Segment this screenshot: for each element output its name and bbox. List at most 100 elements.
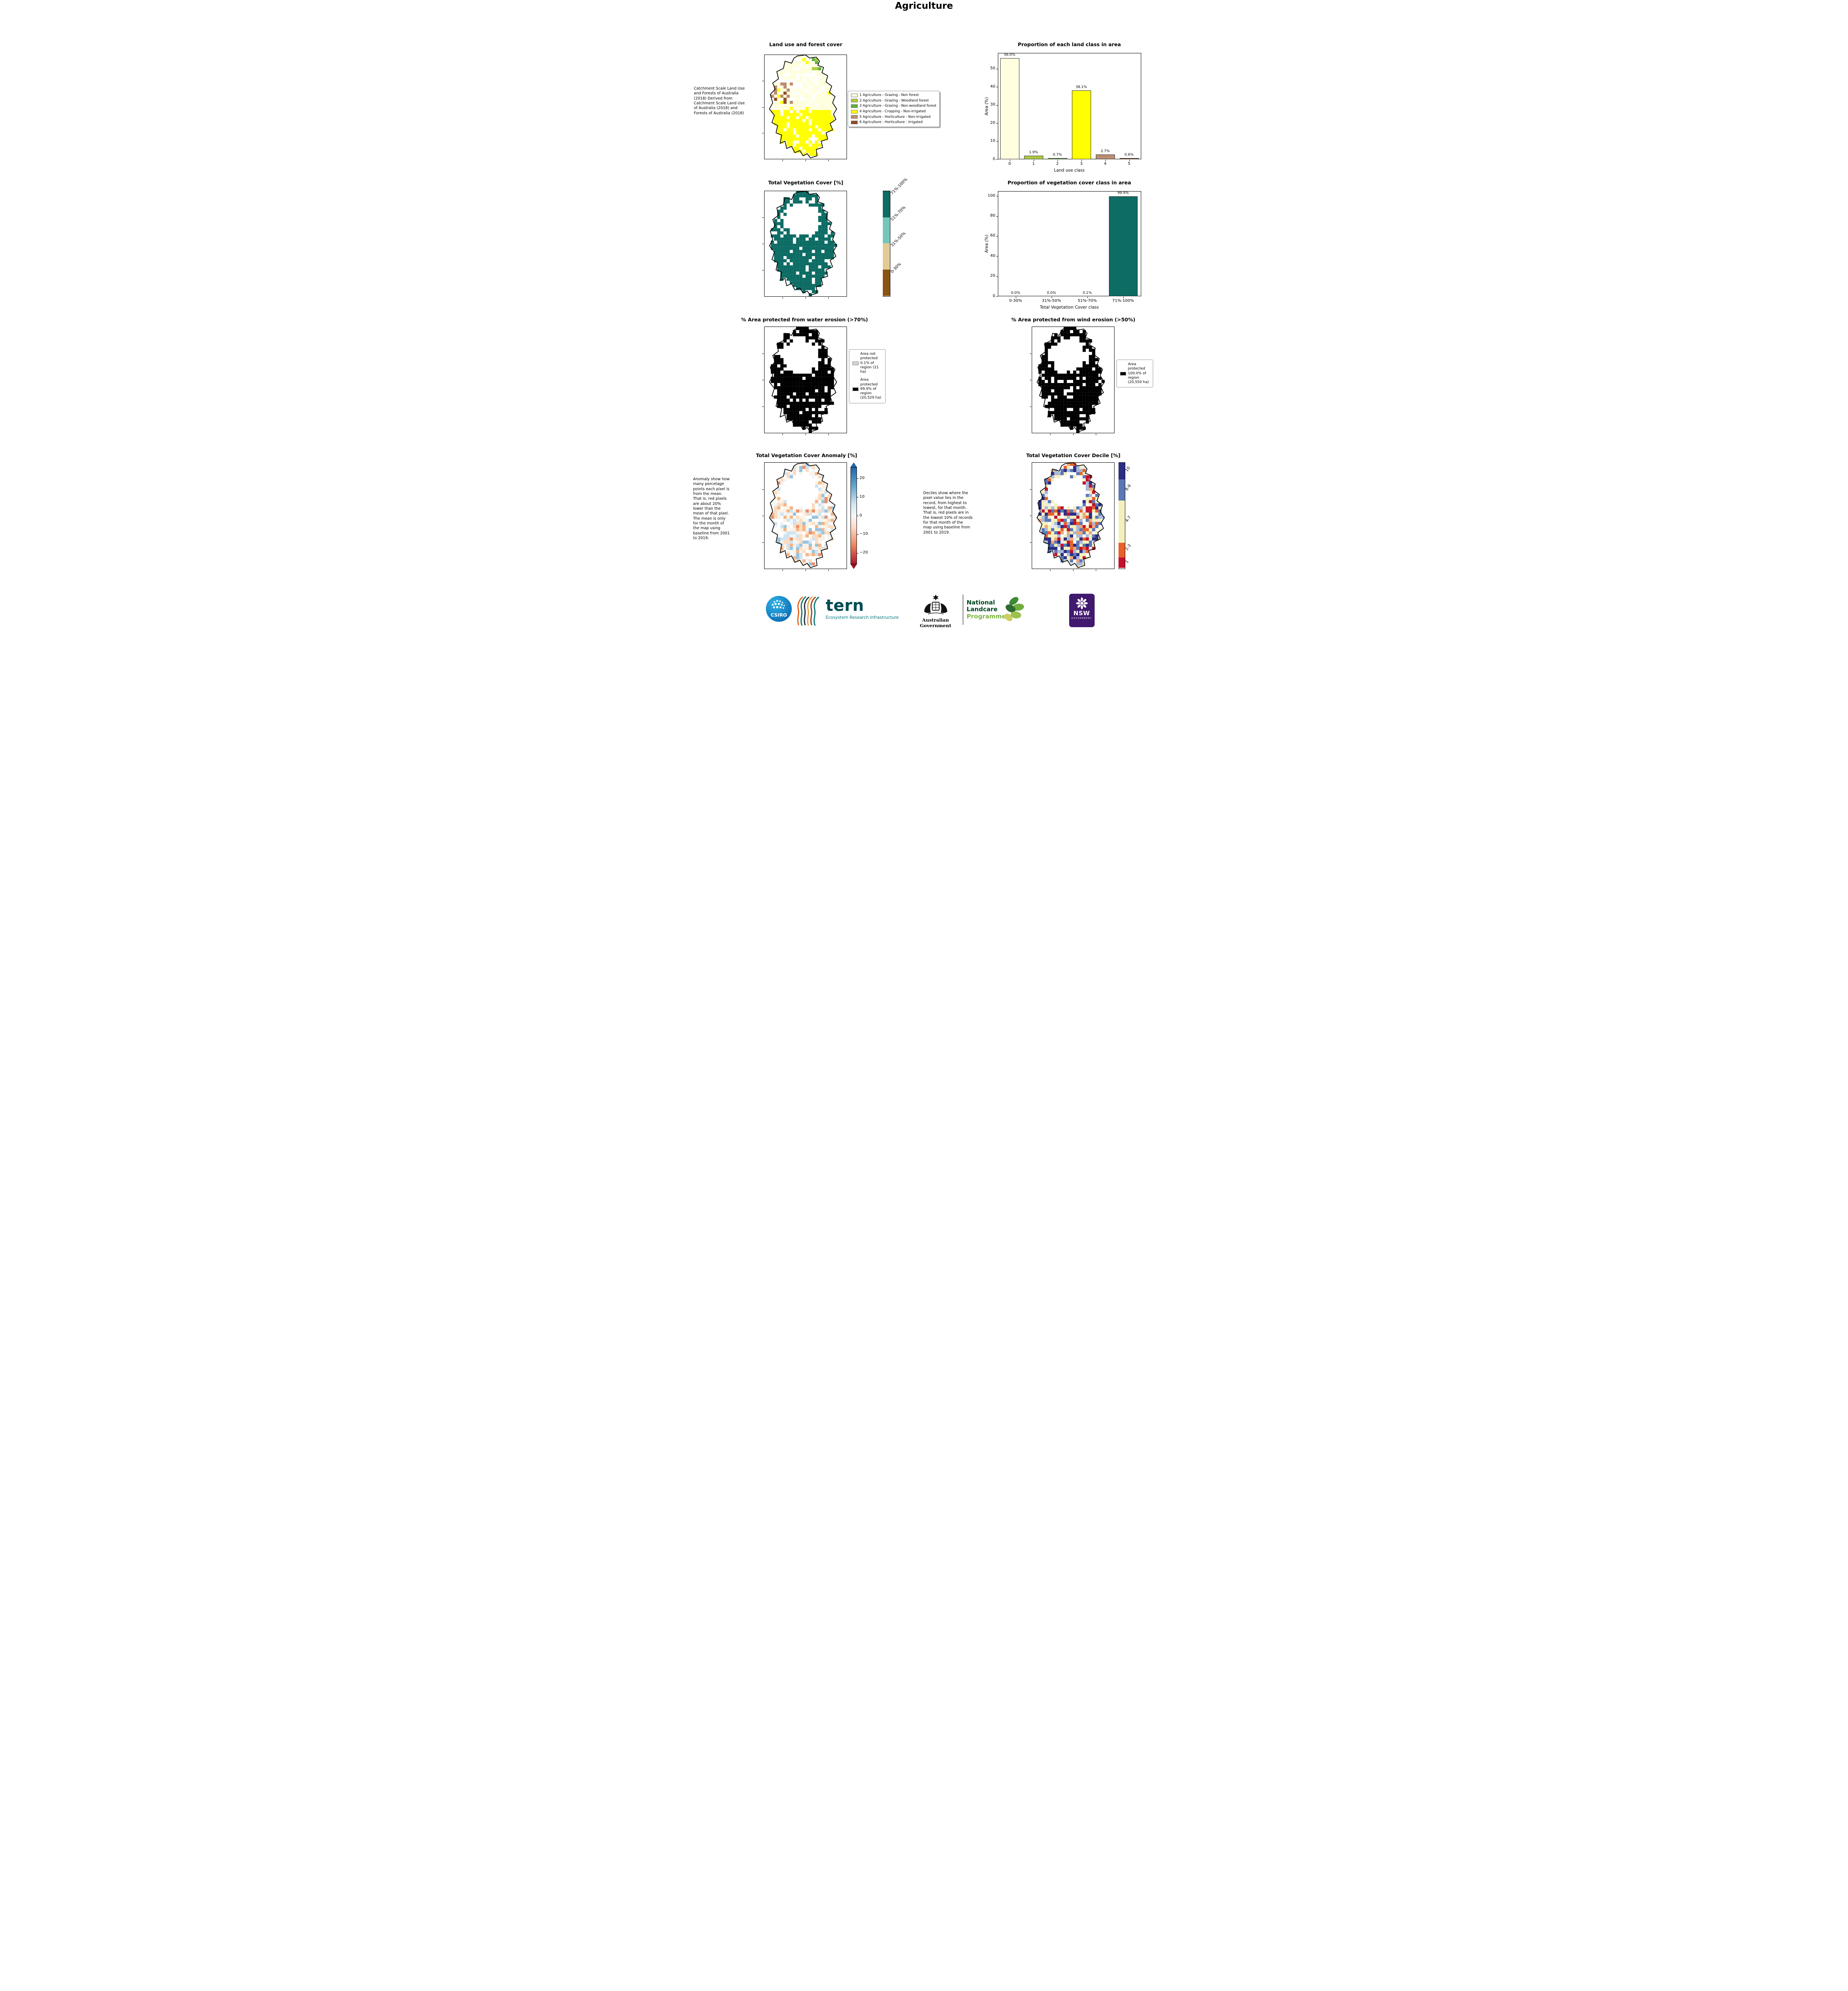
map-axis-tick	[782, 160, 783, 161]
legend-label: 4 Agriculture - Cropping - Non-irrigated	[859, 109, 926, 113]
y-tick-label: 60	[990, 233, 995, 238]
map-axis-tick	[782, 297, 783, 299]
colorbar-class-label: 31%-50%	[890, 231, 907, 248]
legend-swatch	[851, 104, 858, 108]
legend-entry: 5 Agriculture - Horticulture - Non-irrig…	[851, 115, 937, 119]
x-tick-label: 3	[1080, 162, 1083, 166]
x-tick-mark	[1081, 160, 1082, 161]
map-pixels	[769, 191, 837, 296]
landcare-line3: Programme	[966, 612, 1006, 620]
tern-logo: tern Ecosystem Research Infrastructure	[826, 598, 899, 620]
map-pixels	[1036, 463, 1105, 569]
y-tick-mark	[996, 159, 998, 160]
land-use-legend: 1 Agriculture - Grazing - Non forest 2 Ag…	[847, 91, 940, 127]
wind-erosion-title: % Area protected from wind erosion (>50%…	[1011, 317, 1136, 323]
y-tick-mark	[996, 296, 998, 297]
footer-divider	[962, 595, 963, 625]
y-tick-mark	[996, 276, 998, 277]
map-axis-tick	[1073, 569, 1074, 571]
y-tick-label: 0	[993, 156, 995, 161]
veg-class-chart-title: Proportion of vegetation cover class in …	[1007, 180, 1131, 186]
land-use-source-note: Catchment Scale Land Use and Forests of …	[694, 86, 745, 115]
legend-entry: 3 Agriculture - Grazing - Non-woodland f…	[851, 104, 937, 108]
coat-of-arms-icon	[924, 594, 947, 614]
map-axis-tick	[828, 297, 829, 299]
colorbar-class-label: 8-9	[1124, 483, 1132, 492]
legend-entry: 4 Agriculture - Cropping - Non-irrigated	[851, 110, 937, 114]
nsw-wordmark: NSW	[1073, 610, 1090, 617]
map-axis-tick	[1029, 542, 1031, 543]
map-axis-tick	[762, 107, 764, 108]
x-tick-label: 1	[1032, 162, 1035, 166]
legend-label: Area protected 100.0% of region (20,550 …	[1128, 362, 1149, 384]
veg-cover-map-title: Total Vegetation Cover [%]	[768, 180, 843, 186]
legend-label: 6 Agriculture - Horticulture - Irrigated	[859, 120, 923, 125]
csiro-wordmark: CSIRO	[770, 612, 787, 618]
colorbar-class-label: 71%-100%	[890, 177, 908, 196]
indigenous-artwork	[795, 596, 820, 628]
tern-tagline: Ecosystem Research Infrastructure	[825, 615, 899, 620]
veg-cover-colorbar: 71%-100% 51%-70% 31%-50% 0-30%	[882, 177, 908, 297]
bar-value-label: 38.1%	[1076, 85, 1087, 89]
page-title: Agriculture	[895, 1, 953, 11]
x-tick-mark	[1129, 160, 1130, 161]
x-tick-mark	[1105, 160, 1106, 161]
wind-erosion-map	[1029, 327, 1115, 435]
legend-swatch	[851, 115, 858, 119]
y-tick-label: 30	[990, 102, 995, 107]
map-pixels	[769, 463, 837, 569]
y-tick-label: 10	[990, 139, 995, 143]
y-tick-label: 20	[990, 274, 995, 278]
catchment-boundary	[1036, 327, 1105, 432]
legend-label: 3 Agriculture - Grazing - Non-woodland f…	[859, 104, 937, 108]
legend-entry: Area protected 100.0% of region (20,550 …	[1120, 362, 1150, 385]
map-axis-tick	[782, 569, 783, 571]
y-tick-label: 40	[990, 84, 995, 89]
legend-swatch	[852, 387, 858, 391]
colorbar-class-label: 1	[1124, 559, 1130, 564]
map-axis-tick	[762, 489, 764, 490]
colorbar-tick-label: 0	[859, 513, 862, 518]
catchment-boundary	[769, 327, 837, 432]
legend-label: 2 Agriculture - Grazing - Woodland fores…	[859, 98, 929, 103]
y-axis-label: Area (%)	[984, 235, 989, 253]
legend-entry: 1 Agriculture - Grazing - Non forest	[851, 93, 937, 98]
colorbar-class-label: 10	[1124, 466, 1131, 473]
bar-value-label: 0.0%	[1011, 291, 1020, 295]
y-tick-label: 80	[990, 213, 995, 218]
bar-value-label: 0.1%	[1083, 291, 1092, 295]
colorbar-tick-label: 10	[859, 494, 865, 499]
colorbar-class-label: 51%-70%	[890, 205, 907, 222]
national-landcare-programme-logo: National Landcare Programme	[967, 599, 1006, 620]
legend-label: 1 Agriculture - Grazing - Non forest	[859, 93, 919, 97]
map-axis-tick	[762, 542, 764, 543]
nsw-government-logo: NSW GOVERNMENT	[1069, 594, 1095, 627]
legend-label: 5 Agriculture - Horticulture - Non-irrig…	[859, 115, 931, 119]
colorbar-class-label: 4-7	[1124, 515, 1132, 523]
waratah-icon	[1076, 597, 1088, 609]
bar	[1000, 58, 1019, 159]
colorbar-segment	[883, 243, 890, 270]
y-tick-mark	[996, 216, 998, 217]
bar	[1072, 90, 1091, 159]
catchment-boundary	[1036, 463, 1105, 568]
landcare-line1: National	[966, 599, 995, 606]
bar-value-label: 99.9%	[1117, 191, 1129, 195]
decile-map	[1029, 462, 1115, 571]
y-tick-label: 100	[988, 193, 995, 198]
colorbar-segment	[883, 217, 890, 244]
bar	[1119, 158, 1139, 159]
land-class-chart-title: Proportion of each land class in area	[1018, 41, 1121, 47]
bar-value-label: 0.6%	[1124, 153, 1134, 157]
x-tick-label: 4	[1104, 162, 1107, 166]
bar-value-label: 56.0%	[1004, 53, 1015, 57]
map-axis-tick	[1073, 434, 1074, 435]
bar	[1095, 154, 1115, 159]
x-tick-label: 2	[1056, 162, 1059, 166]
legend-entry: Area not protected 0.1% of region (21 ha…	[852, 352, 882, 374]
x-tick-label: 5	[1128, 162, 1130, 166]
bar-value-label: 0.7%	[1053, 153, 1062, 157]
colorbar-gradient	[850, 467, 857, 564]
map-axis-tick	[782, 434, 783, 435]
catchment-boundary	[769, 463, 837, 568]
